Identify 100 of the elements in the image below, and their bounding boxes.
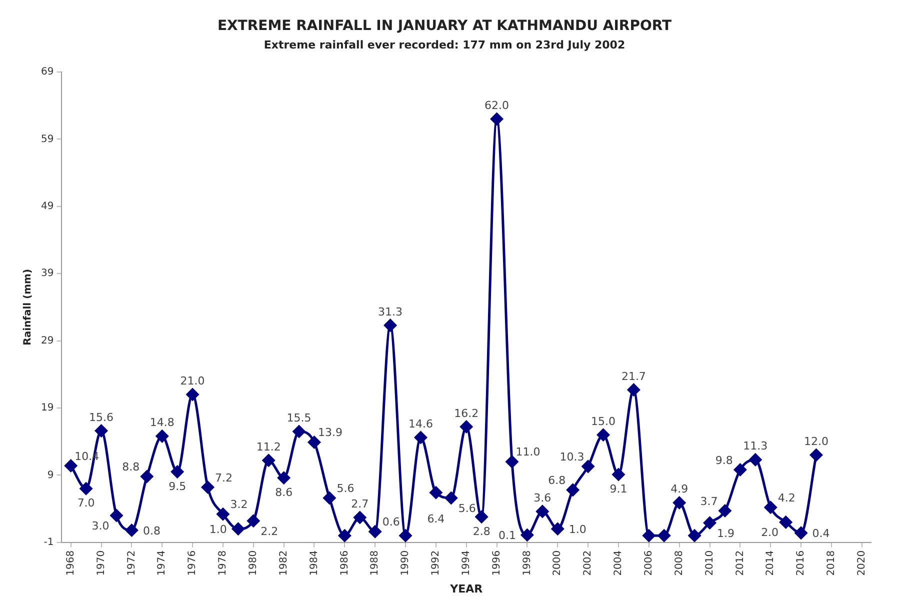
point — [354, 511, 366, 524]
point — [140, 470, 154, 483]
point — [780, 516, 792, 528]
data-label: 15.6 — [89, 410, 114, 424]
data-label: 11.2 — [256, 440, 281, 454]
point — [202, 481, 214, 494]
x-tick-label: 1986 — [339, 550, 350, 576]
point — [232, 522, 244, 536]
x-tick-label: 1978 — [218, 550, 229, 576]
point — [460, 420, 473, 434]
data-label: 7.2 — [215, 471, 233, 484]
data-label: 2.0 — [761, 526, 779, 540]
x-tick-label: 2010 — [704, 550, 716, 576]
data-label: 31.3 — [378, 305, 403, 318]
point — [764, 501, 777, 514]
x-tick-label: 2014 — [765, 550, 776, 576]
x-axis-title: YEAR — [449, 582, 484, 596]
point — [247, 514, 260, 528]
point — [95, 424, 108, 438]
y-tick-label: 19 — [40, 402, 54, 414]
point — [658, 529, 670, 542]
y-tick-label: 29 — [40, 335, 54, 346]
point — [749, 453, 762, 466]
x-tick-label: 1970 — [96, 550, 107, 576]
chart-title: EXTREME RAINFALL IN JANUARY AT KATHMANDU AIRPORT — [217, 18, 672, 34]
y-tick-label: 49 — [40, 200, 54, 212]
x-tick-label: 1976 — [187, 550, 198, 576]
point — [262, 454, 275, 467]
point — [627, 384, 640, 396]
point — [64, 460, 78, 472]
data-label: 9.1 — [610, 482, 628, 496]
data-label: 0.8 — [142, 524, 160, 538]
point — [490, 112, 504, 126]
data-label: 0.6 — [382, 516, 400, 529]
point — [688, 529, 701, 542]
point — [612, 468, 625, 481]
point — [338, 529, 351, 542]
point — [475, 510, 488, 524]
data-label: 21.0 — [180, 374, 205, 388]
data-label: 3.0 — [92, 519, 110, 532]
data-label: 6.8 — [548, 474, 566, 487]
x-tick-label: 1972 — [126, 550, 138, 576]
y-tick-label: 9 — [47, 470, 54, 481]
point — [794, 526, 808, 540]
data-label: 7.0 — [77, 496, 95, 510]
point — [399, 529, 412, 542]
x-tick-label: 2008 — [674, 550, 685, 576]
x-tick-label: 1984 — [308, 550, 320, 576]
x-tick-label: 1988 — [370, 550, 381, 576]
data-label: 3.2 — [230, 498, 248, 512]
data-label: 14.8 — [150, 416, 174, 430]
data-label: 16.2 — [454, 406, 479, 420]
x-tick-label: 2016 — [796, 550, 807, 576]
data-label: 4.9 — [670, 482, 688, 496]
point — [520, 528, 534, 542]
point — [125, 524, 138, 537]
point — [216, 508, 230, 520]
data-label: 1.0 — [568, 522, 586, 536]
point — [566, 484, 580, 496]
x-tick-label: 2000 — [552, 550, 564, 576]
x-tick-label: 2018 — [826, 550, 838, 576]
y-tick-label: -1 — [44, 536, 54, 548]
data-label: 6.4 — [427, 512, 445, 526]
data-label: 0.4 — [812, 526, 830, 540]
data-label: 5.6 — [336, 482, 354, 496]
data-label: 15.5 — [286, 411, 312, 424]
point — [368, 525, 382, 538]
point — [810, 448, 822, 462]
data-label: 8.6 — [275, 486, 293, 499]
y-axis-title: Rainfall (mm) — [22, 268, 34, 346]
point — [414, 431, 427, 444]
x-tick-label: 2002 — [582, 550, 594, 576]
point — [704, 516, 716, 530]
point — [171, 466, 184, 478]
point — [734, 464, 746, 476]
y-tick-label: 59 — [40, 134, 54, 145]
data-label: 2.7 — [351, 497, 369, 510]
data-label: 21.7 — [621, 370, 646, 383]
data-label: 15.0 — [591, 414, 616, 428]
data-label: 0.1 — [498, 528, 516, 542]
point — [278, 472, 290, 484]
x-tick-label: 1980 — [248, 550, 259, 576]
data-label: 4.2 — [778, 491, 796, 504]
x-tick-label: 1990 — [400, 550, 412, 576]
x-tick-label: 2006 — [644, 550, 654, 576]
data-label: 14.6 — [408, 418, 433, 431]
x-tick-label: 1982 — [278, 550, 290, 576]
data-label: 1.9 — [717, 526, 735, 540]
data-label: 10.3 — [560, 450, 584, 464]
data-label: 9.8 — [715, 454, 733, 467]
x-tick-label: 1996 — [491, 550, 502, 576]
point — [718, 504, 732, 518]
point — [582, 460, 594, 473]
y-tick-label: 69 — [40, 66, 54, 78]
x-tick-label: 1968 — [65, 550, 76, 576]
point — [308, 436, 320, 448]
x-tick-label: 1974 — [156, 550, 168, 576]
data-label: 11.0 — [516, 446, 540, 459]
point — [186, 388, 199, 401]
point — [673, 496, 686, 509]
